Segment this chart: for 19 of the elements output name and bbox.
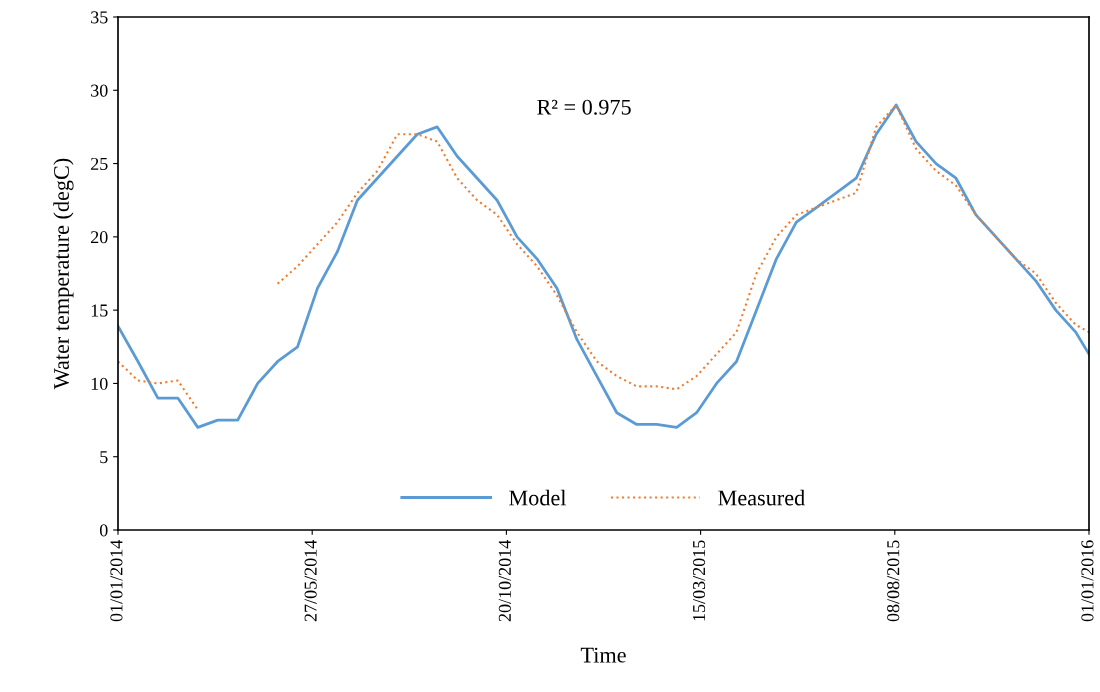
y-axis-title: Water temperature (degC) (53, 158, 74, 390)
x-axis-title: Time (580, 647, 626, 663)
y-tick-label: 35 (91, 11, 108, 24)
legend-label: Model (509, 489, 567, 506)
y-tick-label: 15 (91, 304, 108, 317)
x-tick-label: 01/01/2016 (1081, 540, 1094, 622)
y-tick-label: 30 (91, 84, 108, 97)
legend-label: Measured (718, 489, 805, 506)
y-tick-label: 20 (91, 231, 108, 244)
x-tick-label: 15/03/2015 (692, 540, 706, 621)
y-tick-label: 5 (100, 451, 108, 464)
x-tick-label: 08/08/2015 (887, 540, 900, 622)
y-tick-label: 25 (91, 157, 108, 171)
y-tick-label: 0 (99, 524, 108, 537)
x-tick-label: 27/05/2014 (304, 540, 317, 622)
y-tick-label: 10 (91, 377, 108, 390)
x-tick-label: 20/10/2014 (498, 540, 511, 622)
annotation: R² = 0.975 (537, 99, 631, 115)
x-tick-label: 01/01/2014 (110, 540, 123, 622)
